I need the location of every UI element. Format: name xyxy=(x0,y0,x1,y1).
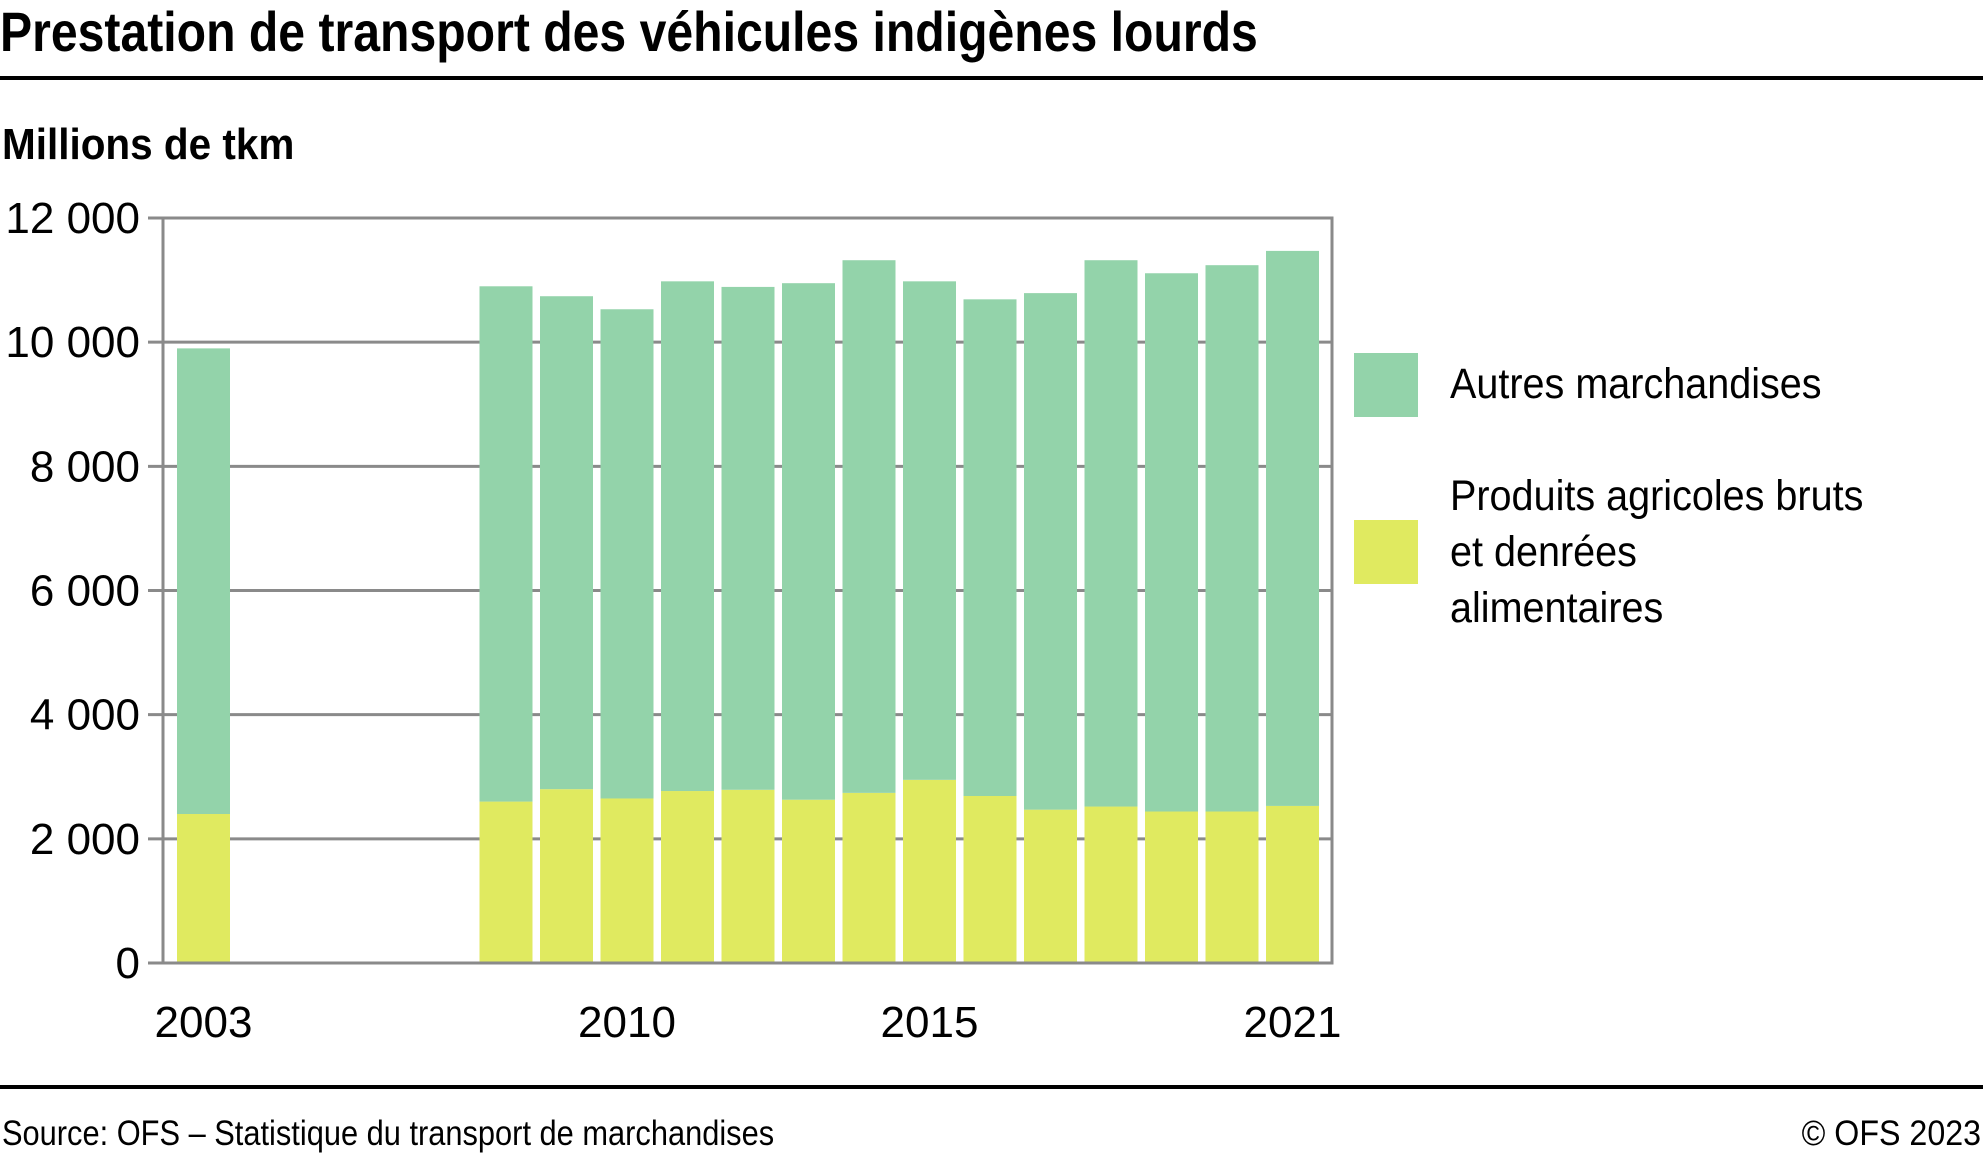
title-rule xyxy=(0,76,1983,80)
bar-2018-produits-agricoles xyxy=(1084,806,1138,963)
legend-label-produits-agricoles: Produits agricoles bruts et denrées alim… xyxy=(1450,472,1864,632)
bar-2003-autres-marchandises xyxy=(177,348,230,814)
bar-2015-autres-marchandises xyxy=(903,281,956,780)
bar-2019-autres-marchandises xyxy=(1145,273,1198,812)
bar-2014-produits-agricoles xyxy=(842,792,896,963)
bar-2013-autres-marchandises xyxy=(782,283,835,800)
bar-2008-produits-agricoles xyxy=(479,801,533,963)
x-tick-label-2010: 2010 xyxy=(578,998,676,1047)
y-tick-label: 2 000 xyxy=(30,815,140,864)
chart-title: Prestation de transport des véhicules in… xyxy=(0,0,1258,63)
bar-2020-produits-agricoles xyxy=(1205,811,1259,963)
y-tick-label: 4 000 xyxy=(30,691,140,740)
bar-2009-autres-marchandises xyxy=(540,296,593,790)
y-tick-label: 12 000 xyxy=(5,194,140,243)
bar-2008-autres-marchandises xyxy=(479,286,533,802)
bar-2016-autres-marchandises xyxy=(963,299,1017,796)
bar-2012-autres-marchandises xyxy=(721,286,775,790)
bar-2021-produits-agricoles xyxy=(1266,805,1319,963)
bar-2013-produits-agricoles xyxy=(782,799,835,963)
bar-2015-produits-agricoles xyxy=(903,779,956,963)
bar-2017-produits-agricoles xyxy=(1024,809,1077,963)
bar-2012-produits-agricoles xyxy=(721,789,775,963)
bar-2018-autres-marchandises xyxy=(1084,260,1138,807)
footer-source: Source: OFS – Statistique du transport d… xyxy=(2,1114,775,1153)
bar-2014-autres-marchandises xyxy=(842,260,896,793)
x-tick-labels: 2003 2010 2015 2021 xyxy=(155,998,1342,1047)
x-tick-label-2015: 2015 xyxy=(881,998,979,1047)
bar-2020-autres-marchandises xyxy=(1205,265,1259,812)
bar-2010-produits-agricoles xyxy=(600,798,654,963)
bar-2019-produits-agricoles xyxy=(1145,811,1198,963)
y-tick-label: 10 000 xyxy=(5,318,140,367)
footer-copyright: © OFS 2023 xyxy=(1801,1114,1981,1153)
legend-swatch-produits-agricoles xyxy=(1354,520,1418,584)
bar-2016-produits-agricoles xyxy=(963,795,1017,963)
y-axis-unit-label: Millions de tkm xyxy=(2,120,295,169)
bar-2011-autres-marchandises xyxy=(661,281,714,792)
x-tick-label-2003: 2003 xyxy=(155,998,253,1047)
bar-2017-autres-marchandises xyxy=(1024,293,1077,810)
x-tick-label-2021: 2021 xyxy=(1244,998,1342,1047)
bar-2010-autres-marchandises xyxy=(600,309,654,799)
bars xyxy=(177,250,1319,963)
axes xyxy=(148,216,1334,965)
bar-2021-autres-marchandises xyxy=(1266,250,1319,806)
footer-rule xyxy=(0,1085,1983,1089)
y-tick-labels: 0 2 000 4 000 6 000 8 000 10 000 12 000 xyxy=(5,194,140,988)
y-tick-label: 6 000 xyxy=(30,567,140,616)
bar-2009-produits-agricoles xyxy=(540,789,593,963)
legend-swatch-autres-marchandises xyxy=(1354,353,1418,417)
y-tick-label: 0 xyxy=(116,939,140,988)
y-tick-label: 8 000 xyxy=(30,442,140,491)
bar-2003-produits-agricoles xyxy=(177,814,230,963)
legend-label-autres-marchandises: Autres marchandises xyxy=(1450,360,1822,408)
bar-2011-produits-agricoles xyxy=(661,791,714,963)
